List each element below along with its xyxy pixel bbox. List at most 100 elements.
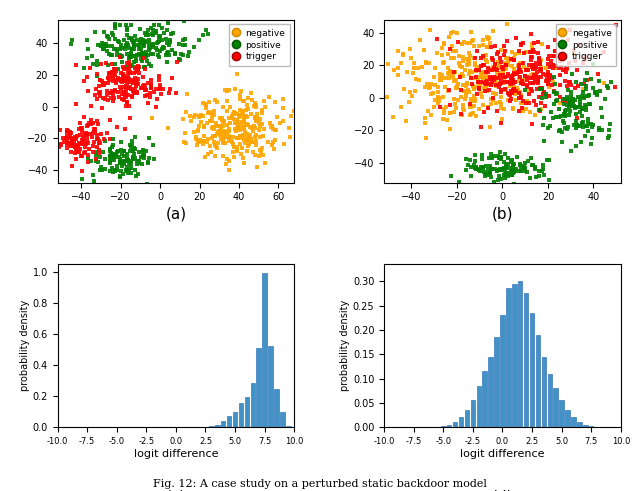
- Point: [80, 143, 90, 151]
- Point: [82, 136, 92, 144]
- Point: [458, 81, 468, 88]
- Point: [576, 137, 586, 145]
- Point: [559, 100, 569, 108]
- Point: [132, 80, 142, 87]
- Point: [61, 132, 72, 140]
- Point: [88, 125, 99, 133]
- Point: [550, 64, 561, 72]
- Point: [421, 58, 431, 66]
- Point: [165, 38, 175, 46]
- Point: [524, 89, 534, 97]
- Point: [483, 171, 493, 179]
- Point: [520, 86, 530, 94]
- Point: [474, 81, 484, 88]
- Point: [106, 143, 116, 151]
- Point: [100, 95, 110, 103]
- Point: [483, 35, 493, 43]
- Point: [506, 171, 516, 179]
- Point: [212, 122, 222, 130]
- Point: [232, 146, 242, 154]
- Point: [516, 108, 526, 115]
- Point: [134, 148, 144, 156]
- Point: [518, 59, 529, 67]
- Point: [154, 33, 164, 41]
- Point: [495, 148, 506, 156]
- Point: [220, 139, 230, 147]
- Point: [433, 83, 444, 91]
- Point: [93, 120, 103, 128]
- Point: [528, 79, 538, 86]
- Point: [509, 83, 519, 91]
- Point: [144, 60, 154, 68]
- Point: [421, 59, 431, 67]
- Point: [83, 155, 93, 163]
- Point: [600, 95, 610, 103]
- Point: [117, 78, 127, 86]
- Point: [543, 81, 553, 88]
- Point: [116, 53, 126, 61]
- Point: [157, 12, 168, 20]
- Point: [495, 64, 505, 72]
- Point: [564, 111, 574, 119]
- Point: [518, 39, 529, 47]
- Point: [140, 51, 150, 59]
- Point: [502, 154, 513, 162]
- Point: [124, 84, 134, 92]
- Point: [236, 124, 246, 132]
- Point: [488, 96, 498, 104]
- Point: [251, 101, 261, 109]
- Point: [508, 79, 518, 87]
- Point: [531, 59, 541, 67]
- Point: [142, 91, 152, 99]
- Point: [159, 44, 170, 52]
- Point: [116, 75, 126, 83]
- Point: [206, 148, 216, 156]
- Point: [86, 116, 96, 124]
- Point: [376, 79, 387, 86]
- Point: [588, 121, 598, 129]
- Point: [564, 78, 574, 85]
- Point: [115, 69, 125, 77]
- Point: [83, 151, 93, 159]
- Point: [471, 164, 481, 172]
- Point: [178, 36, 188, 44]
- Point: [466, 95, 476, 103]
- Point: [577, 92, 587, 100]
- Point: [239, 116, 249, 124]
- Point: [541, 156, 552, 164]
- Point: [127, 153, 138, 161]
- Point: [124, 44, 134, 52]
- Point: [449, 54, 460, 62]
- Point: [450, 68, 460, 76]
- Point: [132, 36, 142, 44]
- Point: [577, 119, 587, 127]
- Point: [491, 81, 501, 89]
- Point: [124, 102, 134, 109]
- Point: [497, 71, 508, 79]
- Point: [486, 100, 496, 108]
- Point: [260, 103, 270, 111]
- Point: [58, 134, 68, 142]
- Point: [469, 102, 479, 110]
- Point: [122, 59, 132, 67]
- Point: [571, 110, 581, 118]
- Point: [494, 172, 504, 180]
- Point: [453, 80, 463, 88]
- Point: [474, 84, 484, 92]
- Point: [243, 94, 253, 102]
- Point: [435, 103, 445, 111]
- Point: [140, 147, 150, 155]
- Point: [232, 134, 242, 141]
- Point: [75, 145, 85, 153]
- Point: [514, 89, 524, 97]
- Point: [433, 87, 444, 95]
- Point: [603, 83, 613, 91]
- Point: [471, 165, 481, 173]
- Point: [456, 40, 467, 48]
- Point: [144, 154, 154, 162]
- Point: [513, 74, 524, 82]
- Point: [134, 45, 145, 53]
- Point: [224, 86, 234, 94]
- Point: [112, 163, 122, 170]
- Point: [125, 62, 135, 70]
